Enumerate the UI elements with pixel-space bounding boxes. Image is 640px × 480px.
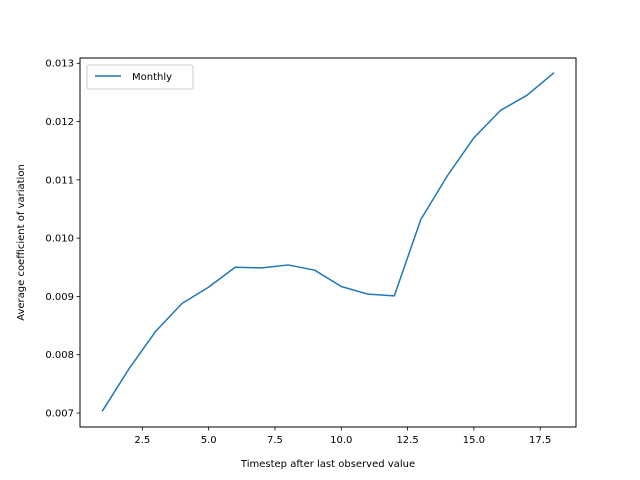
x-tick-label: 5.0 (201, 435, 217, 446)
series-line-monthly (101, 72, 555, 412)
y-axis: 0.007 0.008 0.009 0.010 0.011 0.012 0.013 (45, 59, 80, 420)
plot-frame (79, 57, 577, 428)
x-tick-label: 12.5 (396, 435, 418, 446)
y-tick-label: 0.011 (45, 175, 74, 186)
x-tick-label: 17.5 (529, 435, 551, 446)
y-tick-label: 0.012 (45, 117, 74, 128)
y-tick-label: 0.007 (45, 409, 74, 420)
x-tick-label: 10.0 (330, 435, 352, 446)
x-axis-label: Timestep after last observed value (240, 459, 415, 470)
x-tick-label: 15.0 (463, 435, 485, 446)
legend-box (86, 64, 194, 90)
y-tick-label: 0.010 (45, 234, 74, 245)
x-tick-label: 7.5 (267, 435, 283, 446)
series-layer (101, 72, 555, 412)
y-axis-label: Average coefficient of variation (16, 164, 27, 321)
legend-label-monthly: Monthly (132, 72, 172, 83)
y-tick-label: 0.009 (45, 292, 74, 303)
x-axis: 2.5 5.0 7.5 10.0 12.5 15.0 17.5 (134, 427, 551, 446)
y-tick-label: 0.008 (45, 350, 74, 361)
y-tick-label: 0.013 (45, 59, 74, 70)
legend: Monthly (86, 64, 194, 90)
x-tick-label: 2.5 (134, 435, 150, 446)
